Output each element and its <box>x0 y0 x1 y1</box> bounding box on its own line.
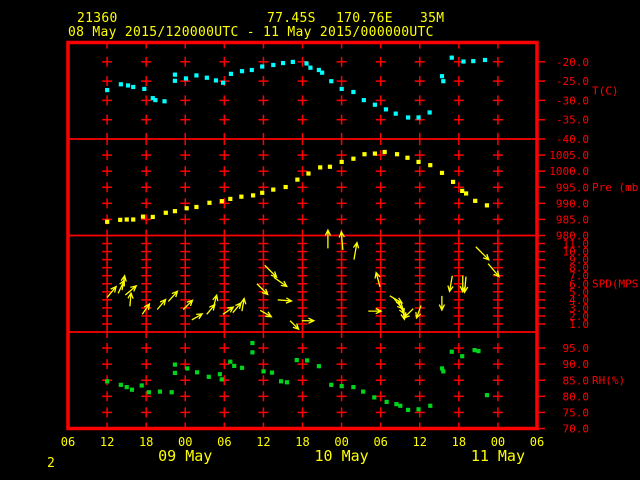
svg-text:RH(%): RH(%) <box>592 374 625 387</box>
svg-text:985.0: 985.0 <box>556 213 589 226</box>
svg-text:85.0: 85.0 <box>563 374 590 387</box>
svg-text:00: 00 <box>491 435 505 449</box>
svg-text:3.0: 3.0 <box>569 302 589 315</box>
svg-text:-20.0: -20.0 <box>556 56 589 69</box>
svg-text:-25.0: -25.0 <box>556 75 589 88</box>
station-longitude: 170.76E <box>336 11 393 26</box>
svg-text:-35.0: -35.0 <box>556 114 589 127</box>
svg-text:09 May: 09 May <box>158 447 212 465</box>
page-number: 2 <box>47 456 56 471</box>
svg-text:11.0: 11.0 <box>563 238 590 251</box>
svg-text:5.0: 5.0 <box>569 286 589 299</box>
svg-text:06: 06 <box>530 435 544 449</box>
svg-text:SPD(MPS): SPD(MPS) <box>592 278 640 291</box>
svg-text:12: 12 <box>100 435 114 449</box>
svg-text:1005.0: 1005.0 <box>549 149 589 162</box>
svg-text:70.0: 70.0 <box>563 423 590 436</box>
svg-text:12: 12 <box>413 435 427 449</box>
svg-text:10.0: 10.0 <box>563 246 590 259</box>
svg-text:75.0: 75.0 <box>563 406 590 419</box>
svg-text:06: 06 <box>373 435 387 449</box>
svg-text:Pre (mb): Pre (mb) <box>592 181 640 194</box>
svg-text:80.0: 80.0 <box>563 390 590 403</box>
svg-text:12: 12 <box>256 435 270 449</box>
svg-text:T(C): T(C) <box>592 85 619 98</box>
svg-text:18: 18 <box>295 435 309 449</box>
svg-text:6.0: 6.0 <box>569 278 589 291</box>
svg-text:995.0: 995.0 <box>556 181 589 194</box>
svg-text:18: 18 <box>139 435 153 449</box>
svg-text:1000.0: 1000.0 <box>549 165 589 178</box>
svg-text:90.0: 90.0 <box>563 358 590 371</box>
svg-text:11 May: 11 May <box>471 447 525 465</box>
svg-text:2.0: 2.0 <box>569 310 589 323</box>
svg-text:980.0: 980.0 <box>556 230 589 243</box>
svg-text:10 May: 10 May <box>314 447 368 465</box>
svg-text:7.0: 7.0 <box>569 270 589 283</box>
station-elevation: 35M <box>420 11 445 26</box>
station-latitude: 77.45S <box>267 11 316 26</box>
svg-text:00: 00 <box>334 435 348 449</box>
svg-text:8.0: 8.0 <box>569 262 589 275</box>
svg-text:1.0: 1.0 <box>569 318 589 331</box>
svg-text:06: 06 <box>217 435 231 449</box>
svg-text:9.0: 9.0 <box>569 254 589 267</box>
svg-text:18: 18 <box>452 435 466 449</box>
svg-text:-40.0: -40.0 <box>556 133 589 146</box>
svg-text:95.0: 95.0 <box>563 342 590 355</box>
svg-text:4.0: 4.0 <box>569 294 589 307</box>
svg-text:-30.0: -30.0 <box>556 94 589 107</box>
station-id: 21360 <box>77 11 118 26</box>
svg-text:990.0: 990.0 <box>556 197 589 210</box>
svg-text:00: 00 <box>178 435 192 449</box>
svg-text:06: 06 <box>61 435 75 449</box>
time-range: 08 May 2015/120000UTC - 11 May 2015/0000… <box>68 25 434 40</box>
